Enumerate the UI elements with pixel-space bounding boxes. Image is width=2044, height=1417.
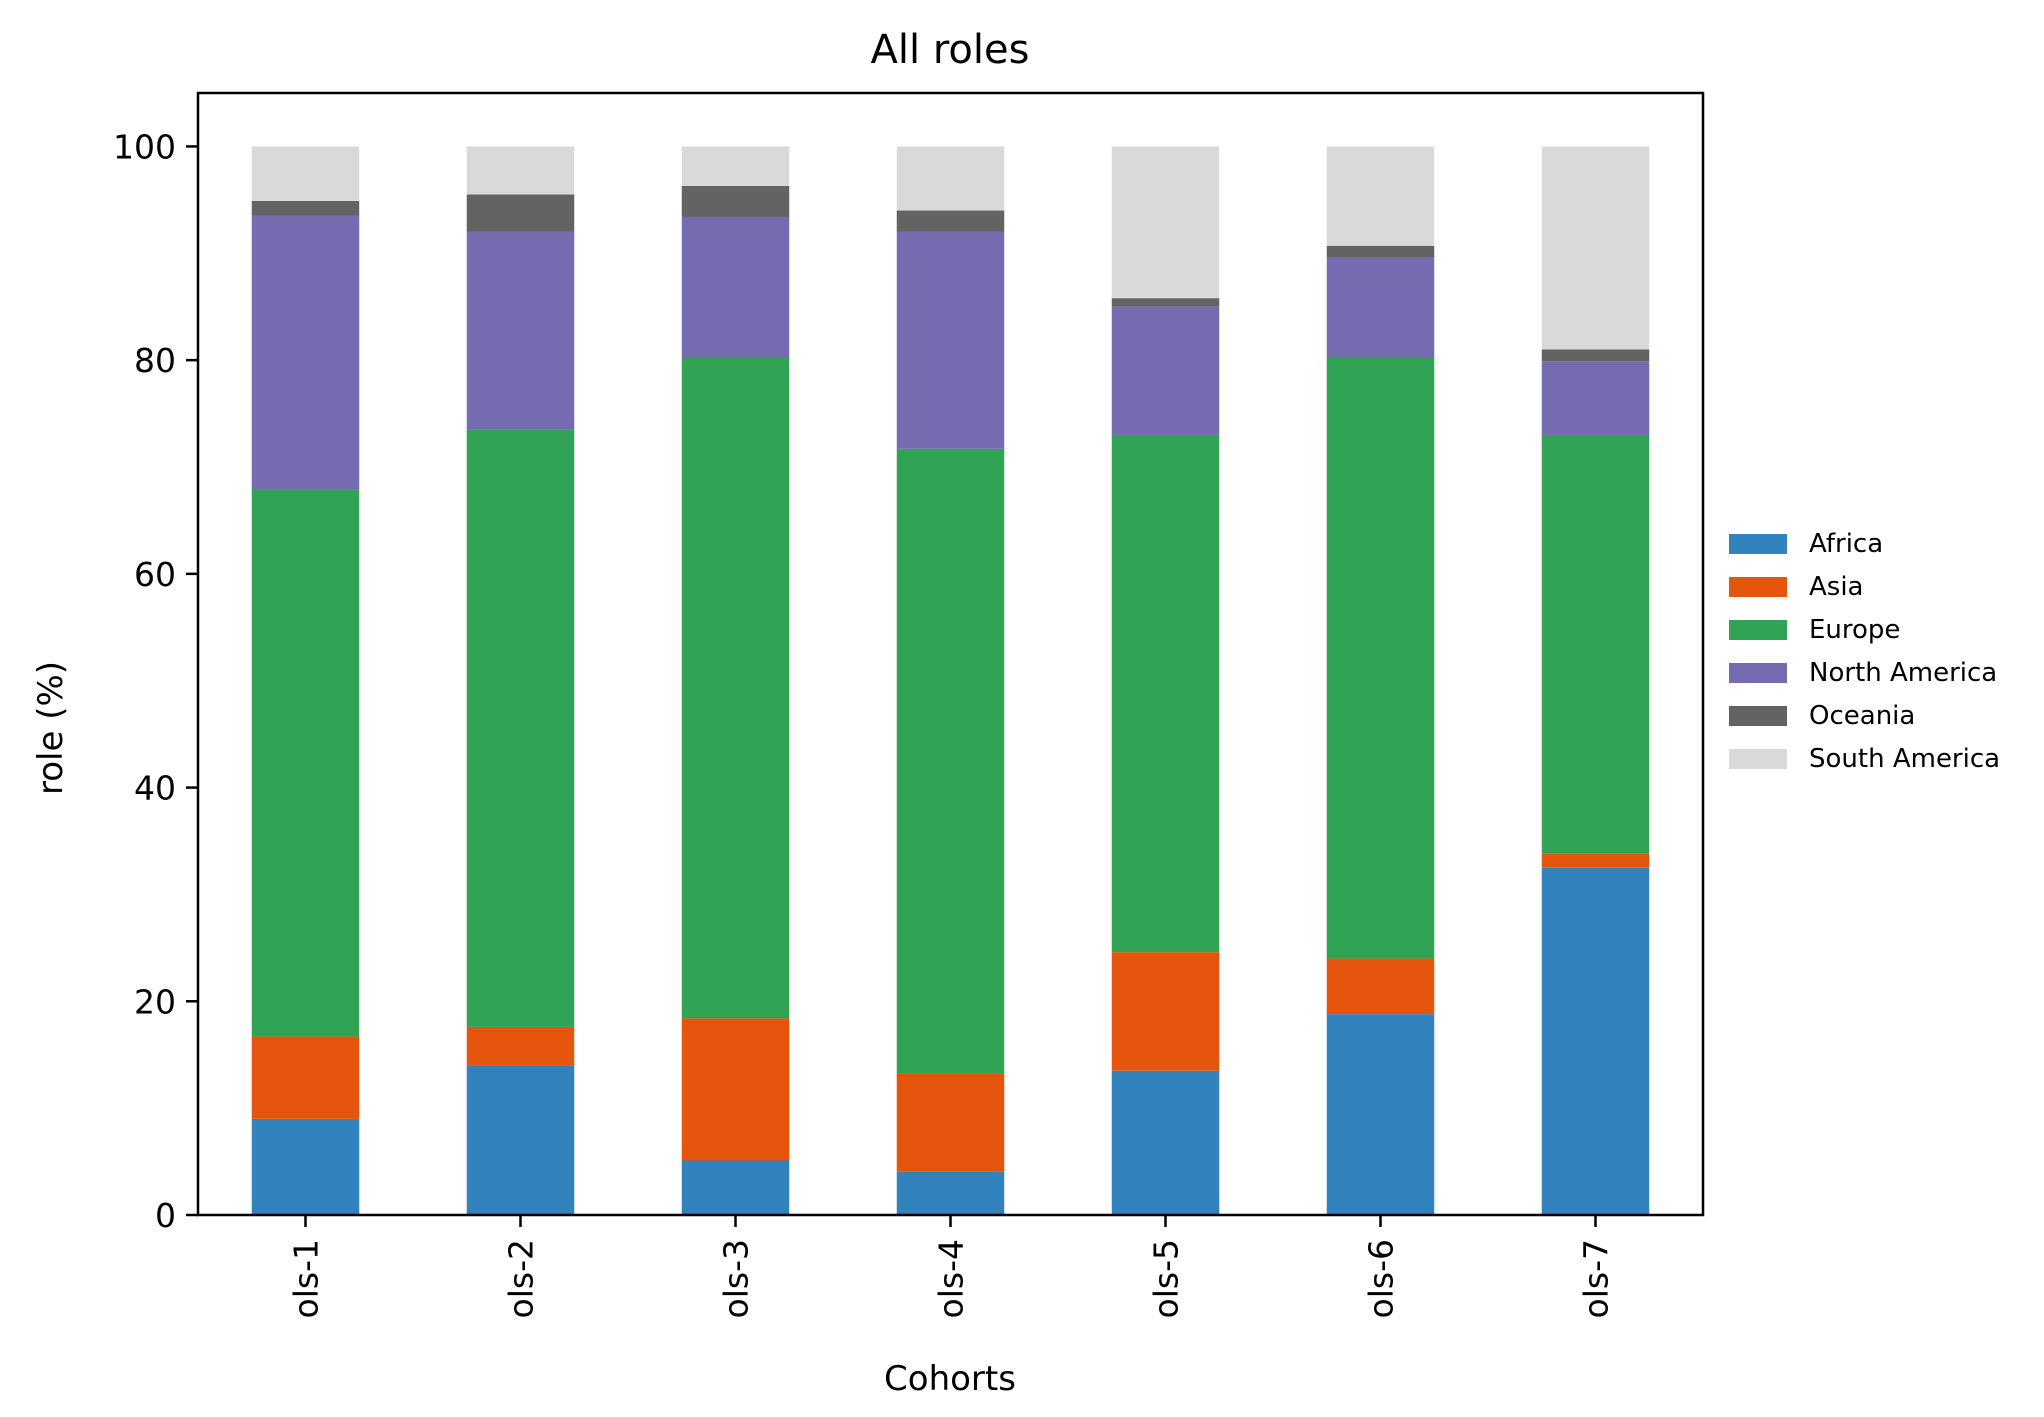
y-axis-label: role (%) xyxy=(31,661,71,795)
bar-segment xyxy=(466,1026,575,1066)
legend-swatch xyxy=(1729,620,1787,640)
bar-segment xyxy=(1541,361,1650,435)
bar-segment xyxy=(1326,245,1435,258)
y-tick-label: 80 xyxy=(134,341,176,380)
bar-segment xyxy=(1326,358,1435,959)
bar-segment xyxy=(251,146,360,201)
bar-segment xyxy=(896,1171,1005,1215)
bar-segment xyxy=(466,146,575,195)
bar-segment xyxy=(466,429,575,1027)
legend-swatch xyxy=(1729,706,1787,726)
x-tick-label: ols-4 xyxy=(932,1239,971,1318)
bar-segment xyxy=(1541,349,1650,362)
bars-group xyxy=(251,146,1650,1215)
x-tick-label: ols-1 xyxy=(287,1239,326,1318)
bar-segment xyxy=(896,448,1005,1074)
bar-segment xyxy=(1541,146,1650,350)
bar-segment xyxy=(1326,958,1435,1015)
y-tick-label: 20 xyxy=(134,982,176,1021)
legend: Africa Asia Europe North America Oceania Sout… xyxy=(1729,529,2000,774)
bar-segment xyxy=(1111,298,1220,307)
bar-segment xyxy=(466,194,575,232)
bar-segment xyxy=(896,1073,1005,1172)
x-tick-label: ols-5 xyxy=(1147,1239,1186,1318)
x-axis: ols-1 ols-2 ols-3 ols-4 ols-5 ols-6 ols-7 xyxy=(287,1215,1616,1318)
bar-segment xyxy=(896,146,1005,211)
bar-segment xyxy=(1326,146,1435,246)
y-tick-label: 0 xyxy=(155,1196,176,1235)
legend-label: South America xyxy=(1809,744,2000,774)
bar-segment xyxy=(896,210,1005,232)
legend-label: Africa xyxy=(1809,529,1883,559)
y-axis: 0 20 40 60 80 100 xyxy=(113,127,198,1235)
y-tick-label: 60 xyxy=(134,555,176,594)
legend-label: North America xyxy=(1809,658,1997,688)
bar-segment xyxy=(1111,952,1220,1071)
x-tick-label: ols-3 xyxy=(717,1239,756,1318)
bar-segment xyxy=(251,215,360,490)
legend-label: Asia xyxy=(1809,572,1864,602)
bar-segment xyxy=(251,1118,360,1215)
chart-title: All roles xyxy=(871,27,1030,73)
bar-segment xyxy=(1326,257,1435,359)
bar-segment xyxy=(681,1018,790,1161)
bar-segment xyxy=(466,1065,575,1215)
legend-label: Oceania xyxy=(1809,701,1915,731)
bar-segment xyxy=(1111,434,1220,953)
bar-segment xyxy=(251,200,360,216)
bar-segment xyxy=(681,1160,790,1215)
x-tick-label: ols-7 xyxy=(1577,1239,1616,1318)
x-tick-label: ols-2 xyxy=(502,1239,541,1318)
bar-segment xyxy=(251,489,360,1037)
bar-segment xyxy=(896,231,1005,449)
bar-segment xyxy=(1541,867,1650,1215)
bar-segment xyxy=(1111,1070,1220,1215)
legend-swatch xyxy=(1729,663,1787,683)
bar-segment xyxy=(1541,853,1650,868)
bar-segment xyxy=(251,1036,360,1119)
legend-swatch xyxy=(1729,534,1787,554)
bar-segment xyxy=(681,146,790,186)
y-tick-label: 40 xyxy=(134,769,176,808)
bar-segment xyxy=(1111,306,1220,435)
bar-segment xyxy=(1326,1014,1435,1215)
legend-label: Europe xyxy=(1809,615,1900,645)
plot-frame xyxy=(196,91,1705,1217)
bar-segment xyxy=(466,231,575,430)
bar-segment xyxy=(1541,434,1650,854)
legend-swatch xyxy=(1729,749,1787,769)
bar-segment xyxy=(681,358,790,1019)
x-axis-label: Cohorts xyxy=(884,1359,1016,1399)
bar-segment xyxy=(1111,146,1220,299)
bar-segment xyxy=(681,185,790,217)
x-tick-label: ols-6 xyxy=(1362,1239,1401,1318)
legend-swatch xyxy=(1729,577,1787,597)
y-tick-label: 100 xyxy=(113,127,176,166)
bar-segment xyxy=(681,216,790,359)
